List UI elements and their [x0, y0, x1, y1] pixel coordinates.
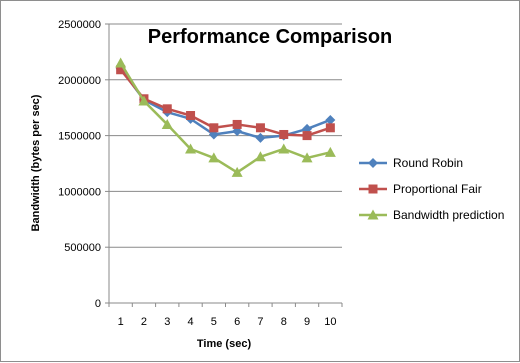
legend-item: Round Robin [359, 156, 463, 170]
x-tick-label: 2 [141, 316, 147, 328]
data-point [324, 146, 336, 157]
data-point [255, 132, 266, 143]
data-point [186, 111, 196, 121]
legend-item: Bandwidth prediction [359, 208, 504, 222]
data-point [161, 118, 173, 129]
data-point [116, 65, 126, 75]
x-axis-label: Time (sec) [197, 338, 252, 350]
x-tick-label: 9 [304, 316, 310, 328]
data-point [255, 123, 265, 133]
series-round-robin [115, 63, 336, 143]
x-tick-labels: 1 2 3 4 5 6 7 8 9 10 [118, 316, 337, 328]
legend: Round Robin Proportional Fair Bandwidth pr… [359, 156, 504, 222]
data-point [325, 114, 336, 125]
data-point [279, 129, 289, 139]
data-point [278, 143, 290, 154]
y-tick-labels: 0 500000 1000000 1500000 2000000 2500000 [58, 19, 101, 310]
legend-label: Round Robin [393, 156, 463, 170]
legend-label: Bandwidth prediction [393, 208, 504, 222]
y-tick-label: 2000000 [58, 75, 101, 87]
data-point [301, 152, 313, 163]
x-tick-label: 10 [324, 316, 336, 328]
series-group [115, 57, 336, 177]
series-bandwidth-prediction [115, 57, 336, 177]
data-point [138, 95, 150, 106]
data-point [232, 119, 242, 129]
x-tick-label: 6 [234, 316, 240, 328]
data-point [185, 143, 197, 154]
series-line [119, 68, 331, 137]
y-tick-label: 1500000 [58, 131, 101, 143]
axes [105, 23, 343, 307]
y-tick-label: 500000 [64, 242, 101, 254]
x-tick-label: 5 [211, 316, 217, 328]
legend-label: Proportional Fair [393, 182, 482, 196]
legend-marker [367, 209, 379, 220]
y-axis-label: Bandwidth (bytes per sec) [30, 94, 42, 231]
x-tick-label: 8 [281, 316, 287, 328]
gridlines [109, 23, 342, 248]
data-point [115, 57, 127, 68]
y-tick-label: 1000000 [58, 186, 101, 198]
legend-item: Proportional Fair [359, 182, 482, 196]
legend-marker [368, 158, 378, 168]
data-point [302, 123, 313, 134]
series-line [119, 67, 331, 140]
data-point [254, 151, 266, 162]
data-point [162, 104, 172, 114]
data-point [325, 123, 335, 133]
x-tick-label: 4 [187, 316, 193, 328]
x-tick-label: 3 [164, 316, 170, 328]
data-point [208, 152, 220, 163]
x-tick-label: 1 [118, 316, 124, 328]
data-point [209, 123, 219, 133]
y-tick-label: 0 [95, 298, 101, 310]
x-tick-label: 7 [257, 316, 263, 328]
series-line [119, 62, 331, 174]
data-point [302, 131, 312, 141]
legend-marker [368, 184, 378, 194]
y-tick-label: 2500000 [58, 19, 101, 31]
chart-title: Performance Comparison [148, 26, 393, 48]
data-point [231, 166, 243, 177]
